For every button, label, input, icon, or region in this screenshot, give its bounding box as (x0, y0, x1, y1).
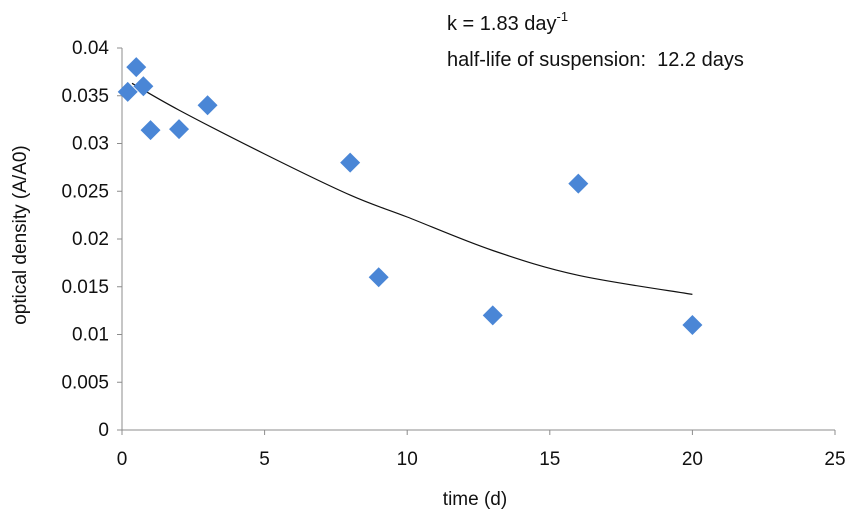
x-axis-title: time (d) (443, 489, 507, 510)
x-tick-label: 25 (824, 449, 845, 470)
y-tick-label: 0.04 (72, 38, 109, 59)
y-axis-title: optical density (A/A0) (10, 145, 31, 325)
rate-constant-text: k = 1.83 day (447, 13, 557, 35)
data-point-marker (169, 119, 190, 140)
data-point-marker (368, 267, 389, 288)
data-point-marker (126, 57, 147, 78)
x-tick-label: 15 (539, 449, 560, 470)
y-tick-label: 0.03 (72, 134, 109, 155)
x-tick-label: 5 (259, 449, 270, 470)
data-point-marker (140, 120, 161, 141)
x-tick-label: 20 (682, 449, 703, 470)
y-tick-label: 0 (98, 420, 109, 441)
data-points (117, 57, 703, 335)
data-point-marker (340, 152, 361, 173)
data-point-marker (117, 81, 138, 102)
data-point-marker (682, 314, 703, 335)
data-point-marker (482, 305, 503, 326)
y-tick-label: 0.035 (61, 86, 109, 107)
y-tick-label: 0.025 (61, 181, 109, 202)
y-tick-label: 0.02 (72, 229, 109, 250)
y-tick-label: 0.01 (72, 325, 109, 346)
rate-constant-annotation: k = 1.83 day-1 (447, 9, 568, 35)
y-tick-label: 0.005 (61, 372, 109, 393)
data-point-marker (197, 95, 218, 116)
y-axis: 0 0.005 0.01 0.015 0.02 0.025 0.03 0.035 0.04 (61, 38, 123, 441)
trendline-curve (131, 82, 693, 295)
x-tick-label: 10 (397, 449, 418, 470)
data-point-marker (133, 76, 154, 97)
x-axis: 0 5 10 15 20 25 (117, 429, 846, 470)
x-tick-label: 0 (117, 449, 128, 470)
trendline (131, 82, 693, 295)
rate-constant-exponent: -1 (557, 9, 569, 24)
data-point-marker (568, 173, 589, 194)
half-life-annotation: half-life of suspension: 12.2 days (447, 49, 744, 71)
y-tick-label: 0.015 (61, 277, 109, 298)
